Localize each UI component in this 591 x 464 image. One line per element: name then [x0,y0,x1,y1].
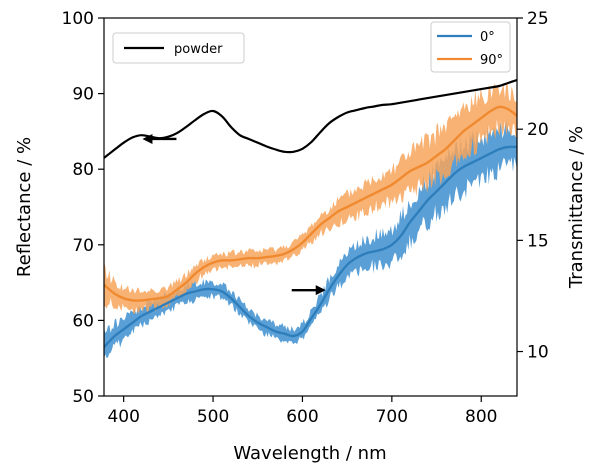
plot-frame [103,17,518,397]
left-y-tick-label: 70 [72,236,94,256]
angle-0-line [104,145,517,348]
x-axis-label: Wavelength / nm [233,443,386,464]
angle-0-legend-label: 0° [480,30,495,45]
powder-legend-label: powder [174,42,223,57]
x-tick-label: 800 [465,407,497,427]
right-y-tick-label: 25 [527,9,549,29]
angle-legend: 0° 90° [430,21,511,73]
right-y-tick-label: 15 [527,231,549,251]
axis-ticks: 400 500 600 700 800 50 60 70 80 90 100 10 15 20 25 [62,9,549,427]
left-y-axis-label: Reflectance / % [14,137,35,277]
powder-legend-box [112,32,245,64]
left-y-tick-label: 80 [72,160,94,180]
left-y-tick-label: 100 [62,9,94,29]
left-y-tick-label: 90 [72,85,94,105]
data-lines [104,78,517,348]
axis-direction-arrows [142,133,326,296]
powder-legend: powder [112,32,245,64]
x-tick-label: 700 [376,407,408,427]
right-y-axis-label: Transmittance / % [566,126,587,289]
powder-line [104,78,517,159]
angle-90-legend-label: 90° [480,53,503,68]
x-tick-label: 400 [107,407,139,427]
x-tick-label: 500 [197,407,229,427]
left-y-tick-label: 60 [72,311,94,331]
angle-90-line [104,105,517,302]
right-y-tick-label: 10 [527,343,549,363]
right-y-tick-label: 20 [527,120,549,140]
arrow-right-head [315,285,326,296]
x-tick-label: 600 [286,407,318,427]
data-bands [104,82,517,359]
series-band-angle-90 [104,82,517,314]
left-y-tick-label: 50 [72,387,94,407]
arrow-left-head [142,133,153,144]
